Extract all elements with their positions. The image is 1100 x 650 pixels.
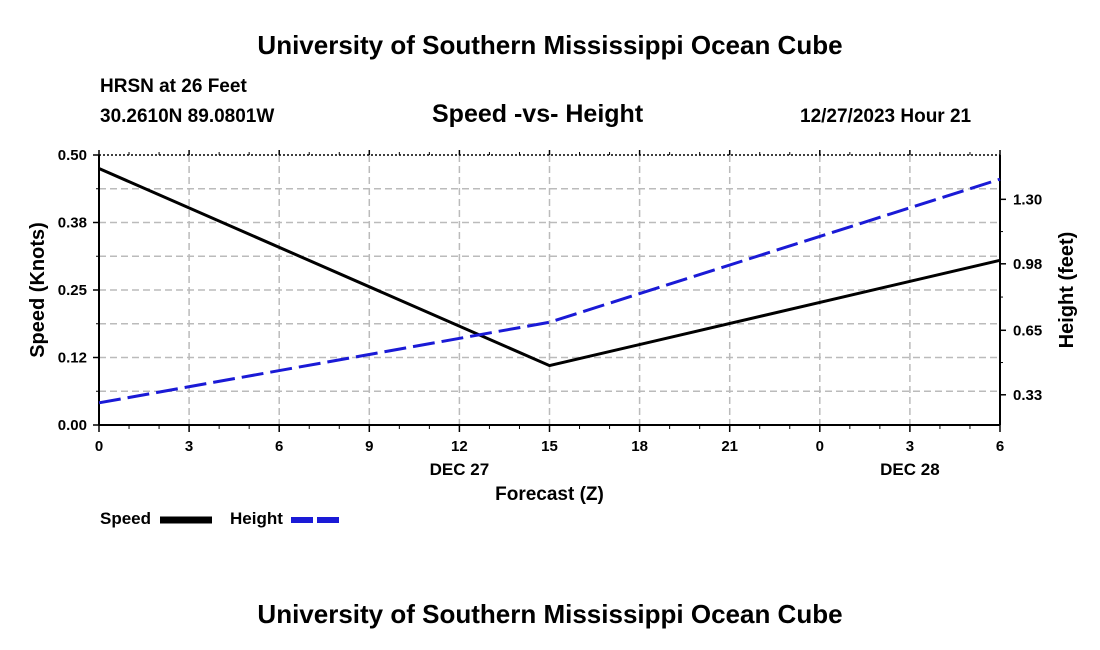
y-tick-label: 0.50 (58, 147, 87, 164)
x-tick-label: 18 (631, 438, 648, 455)
y2-tick-label: 0.98 (1013, 256, 1042, 273)
y-tick-label: 0.00 (58, 417, 87, 434)
x-tick-label: 9 (365, 438, 373, 455)
height-series-line (98, 177, 1001, 405)
y2-tick-label: 1.30 (1013, 191, 1042, 208)
x-tick-label: 0 (95, 438, 103, 455)
legend-height-label: Height (230, 509, 283, 528)
x-tick-label: 6 (996, 438, 1004, 455)
main-title: University of Southern Mississippi Ocean… (257, 30, 843, 60)
x-tick-label: 15 (541, 438, 558, 455)
y2-tick-label: 0.33 (1013, 387, 1042, 404)
x-tick-label: 6 (275, 438, 283, 455)
chart-date: 12/27/2023 Hour 21 (800, 106, 972, 127)
x-tick-label: 12 (451, 438, 468, 455)
chart-title: Speed -vs- Height (432, 100, 644, 128)
y-tick-label: 0.25 (58, 282, 87, 299)
x-date-label: DEC 28 (880, 460, 940, 479)
x-date-label: DEC 27 (430, 460, 490, 479)
y-tick-label: 0.12 (58, 350, 87, 367)
x-tick-label: 0 (816, 438, 824, 455)
x-axis-title: Forecast (Z) (495, 484, 604, 505)
y2-axis-title: Height (feet) (1056, 232, 1078, 349)
y-axis-title: Speed (Knots) (27, 222, 49, 358)
x-tick-label: 21 (721, 438, 738, 455)
footer-title: University of Southern Mississippi Ocean… (257, 599, 843, 629)
station-coordinates: 30.2610N 89.0801W (100, 106, 275, 127)
y2-tick-label: 0.65 (1013, 322, 1042, 339)
x-tick-label: 3 (906, 438, 914, 455)
y-tick-label: 0.38 (58, 215, 87, 232)
x-tick-label: 3 (185, 438, 193, 455)
station-name: HRSN at 26 Feet (100, 76, 247, 97)
legend-speed-label: Speed (100, 509, 152, 528)
speed-series-line (98, 167, 1001, 368)
